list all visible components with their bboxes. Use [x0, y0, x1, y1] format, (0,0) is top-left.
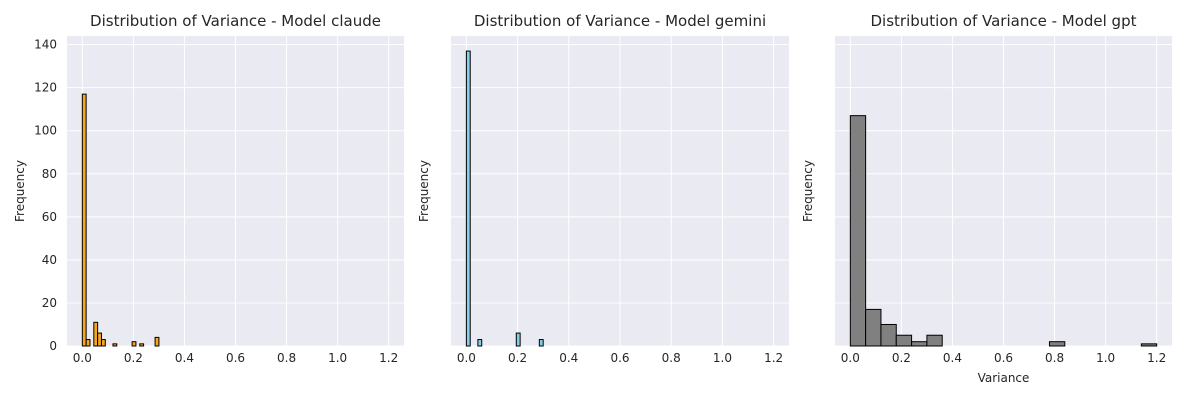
x-tick-label: 0.2 [508, 351, 527, 365]
x-tick-label: 0.8 [662, 351, 681, 365]
chart-title: Distribution of Variance - Model gpt [871, 12, 1137, 30]
histogram-bar [139, 343, 145, 347]
x-tick-label: 1.0 [1096, 351, 1115, 365]
histogram-bar [926, 334, 943, 347]
y-axis-label: Frequency [801, 160, 815, 222]
y-tick-label: 100 [34, 124, 57, 138]
chart-title: Distribution of Variance - Model claude [90, 12, 381, 30]
y-tick-label: 120 [34, 81, 57, 95]
x-tick-label: 1.2 [1147, 351, 1166, 365]
x-tick-label: 0.2 [124, 351, 143, 365]
x-tick-label: 0.0 [457, 351, 476, 365]
x-tick-label: 0.4 [175, 351, 194, 365]
x-tick-label: 0.6 [226, 351, 245, 365]
chart-title: Distribution of Variance - Model gemini [474, 12, 766, 30]
x-tick-label: 0.6 [994, 351, 1013, 365]
x-tick-label: 0.4 [943, 351, 962, 365]
histogram-bar [93, 321, 99, 347]
y-tick-label: 40 [42, 253, 57, 267]
histogram-bar [154, 336, 160, 347]
y-tick-label: 60 [42, 210, 57, 224]
x-axis-label: Variance [978, 371, 1030, 385]
histogram-bar [97, 332, 102, 347]
histogram-bar [911, 341, 928, 347]
histogram-bar [538, 339, 544, 347]
histogram-bar [85, 339, 91, 347]
histogram-panel-3: 0.0 0.2 0.4 0.6 0.8 1.0 1.2 Distribution of Var… [801, 12, 1172, 385]
x-tick-label: 1.0 [713, 351, 732, 365]
x-tick-label: 0.2 [892, 351, 911, 365]
x-tick-label: 0.0 [73, 351, 92, 365]
x-tick-label: 0.4 [559, 351, 578, 365]
x-tick-label: 0.6 [610, 351, 629, 365]
histogram-bar [81, 93, 87, 347]
x-tick-label: 0.8 [277, 351, 296, 365]
y-tick-label: 0 [49, 339, 57, 353]
histogram-bar [1140, 343, 1158, 347]
histogram-bar [477, 339, 483, 347]
y-tick-label: 20 [42, 296, 57, 310]
histogram-bar [849, 115, 867, 347]
y-tick-label: 80 [42, 167, 57, 181]
histogram-bar [112, 343, 118, 347]
x-tick-label: 0.0 [841, 351, 860, 365]
y-tick-label: 140 [34, 38, 57, 52]
histogram-bar [515, 332, 521, 347]
y-axis-label: Frequency [13, 160, 27, 222]
histogram-bar [1048, 341, 1066, 347]
histogram-bar [131, 341, 137, 347]
histogram-panel-2: 0.0 0.2 0.4 0.6 0.8 1.0 1.2 Distribution of Var… [417, 12, 789, 365]
histogram-bar [865, 308, 882, 347]
histogram-bar [100, 339, 106, 347]
x-tick-label: 1.2 [764, 351, 783, 365]
histogram-bar [465, 50, 471, 347]
y-axis-label: Frequency [417, 160, 431, 222]
x-tick-label: 1.2 [379, 351, 398, 365]
histogram-panel-1: 0.0 0.2 0.4 0.6 0.8 1.0 1.2 0 20 40 60 80 100 120 140 D… [13, 12, 404, 365]
histogram-bar [880, 323, 897, 347]
x-tick-label: 1.0 [328, 351, 347, 365]
histogram-bar [895, 334, 913, 347]
x-tick-label: 0.8 [1045, 351, 1064, 365]
